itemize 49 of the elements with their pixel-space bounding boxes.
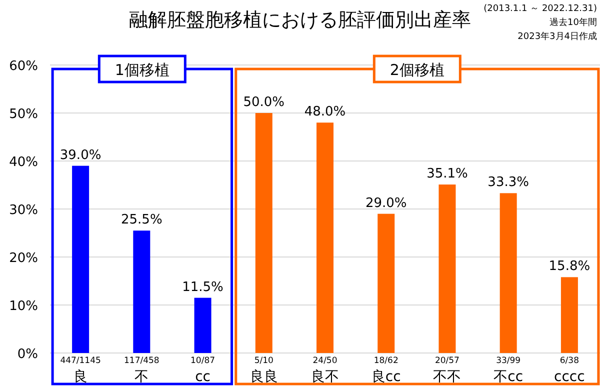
annotation: 6/38 bbox=[560, 356, 579, 366]
bar bbox=[438, 184, 456, 353]
x-tick-label: 良cc bbox=[371, 369, 401, 385]
y-tick-label: 60% bbox=[9, 59, 38, 74]
data-label: 50.0% bbox=[243, 95, 285, 110]
data-label: 29.0% bbox=[365, 196, 407, 211]
y-tick-label: 10% bbox=[9, 299, 38, 314]
data-label: 48.0% bbox=[304, 104, 346, 120]
y-tick-label: 30% bbox=[9, 203, 38, 218]
bar bbox=[194, 298, 212, 353]
data-label: 25.5% bbox=[121, 212, 162, 228]
bar bbox=[500, 193, 517, 353]
x-tick-label: cc bbox=[195, 369, 210, 385]
annotation: 5/10 bbox=[254, 356, 274, 366]
annotation: 10/87 bbox=[190, 356, 216, 366]
bar bbox=[378, 214, 395, 353]
annotation: 447/1145 bbox=[60, 356, 101, 366]
text: 1個移植 bbox=[114, 61, 170, 79]
bar bbox=[316, 122, 334, 353]
bar bbox=[560, 277, 578, 353]
x-tick-label: 良 bbox=[74, 369, 88, 385]
x-tick-label: cccc bbox=[554, 369, 585, 385]
bar bbox=[72, 166, 90, 353]
y-tick-label: 50% bbox=[9, 107, 38, 122]
bar bbox=[133, 230, 150, 353]
text: 過去10年間 bbox=[550, 17, 597, 28]
y-tick-label: 40% bbox=[9, 155, 38, 170]
y-tick-label: 0% bbox=[17, 347, 38, 362]
data-label: 39.0% bbox=[60, 148, 102, 163]
x-tick-label: 不 bbox=[134, 369, 149, 385]
x-tick-label: 良不 bbox=[311, 369, 339, 385]
bar bbox=[255, 113, 272, 353]
text: 2023年3月4日作成 bbox=[518, 31, 597, 42]
x-tick-label: 不cc bbox=[494, 369, 524, 385]
data-label: 15.8% bbox=[548, 259, 590, 274]
text: (2013.1.1 ～ 2022.12.31) bbox=[484, 4, 597, 14]
annotation: 20/57 bbox=[434, 356, 460, 366]
data-label: 11.5% bbox=[182, 280, 224, 295]
y-tick-label: 20% bbox=[9, 251, 38, 266]
annotation: 18/62 bbox=[374, 356, 398, 366]
data-label: 33.3% bbox=[488, 175, 529, 190]
x-tick-label: 不不 bbox=[433, 369, 462, 385]
chart-title: 融解胚盤胞移植における胚評価別出産率 bbox=[129, 9, 471, 31]
text: 2個移植 bbox=[390, 61, 444, 79]
annotation: 33/99 bbox=[496, 356, 521, 366]
x-tick-label: 良良 bbox=[250, 369, 278, 385]
annotation: 24/50 bbox=[312, 356, 338, 366]
data-label: 35.1% bbox=[426, 166, 468, 182]
annotation: 117/458 bbox=[124, 356, 160, 366]
